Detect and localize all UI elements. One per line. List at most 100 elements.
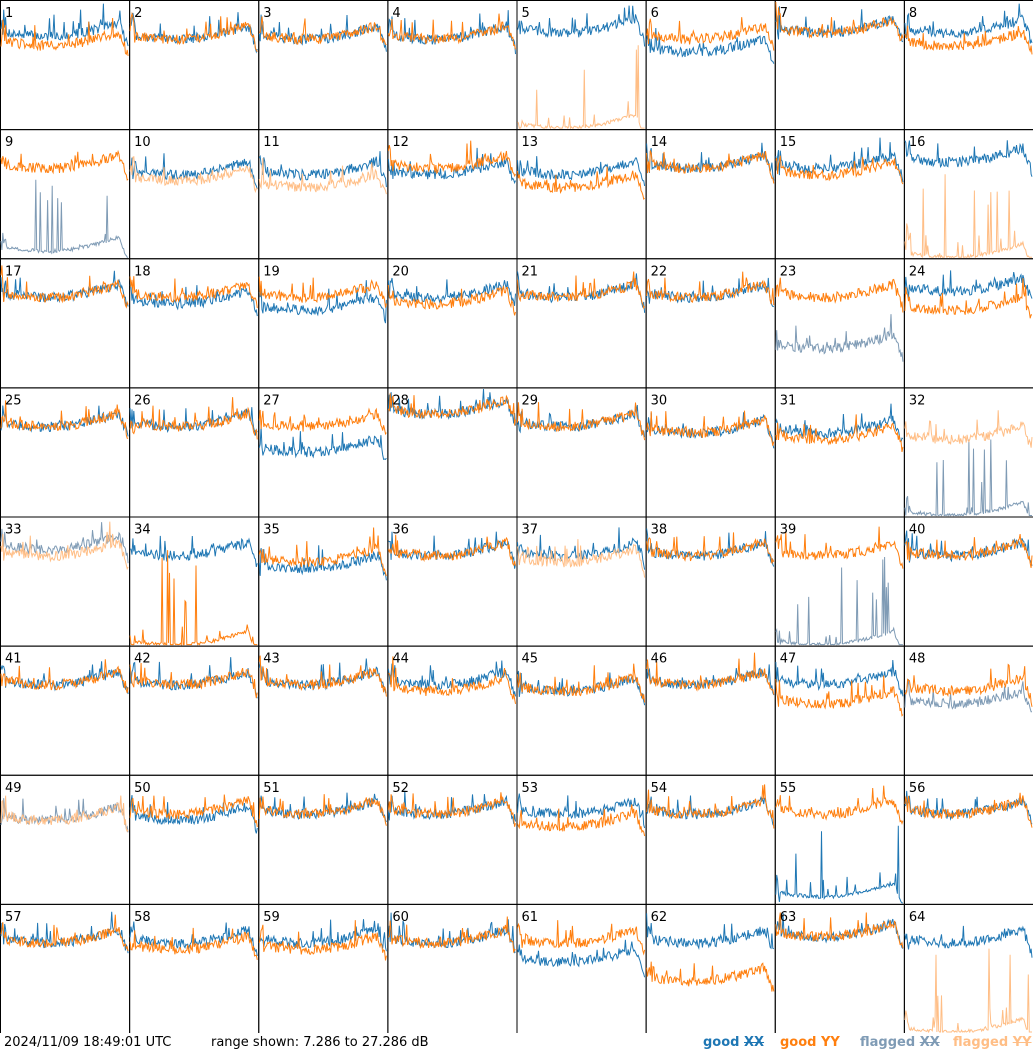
panel-label: 29	[522, 393, 539, 408]
panel-27: 27	[258, 387, 389, 518]
panel-label: 32	[909, 393, 926, 408]
series-yy-good	[646, 271, 775, 306]
legend-prefix: good	[703, 1035, 740, 1050]
series-yy-good	[387, 284, 516, 316]
panel-50: 50	[129, 774, 260, 905]
panel-8: 8	[903, 0, 1033, 131]
panel-49: 49	[0, 774, 131, 905]
panel-label: 37	[522, 523, 539, 538]
panel-label: 60	[392, 910, 409, 925]
series-xx-flagged	[775, 556, 903, 646]
series-xx-good	[258, 280, 387, 324]
series-xx-good	[129, 284, 258, 317]
series-yy-good	[775, 155, 904, 185]
series-yy-good	[775, 414, 904, 452]
panel-6: 6	[645, 0, 776, 131]
panel-61: 61	[516, 903, 647, 1033]
panel-5: 5	[516, 0, 647, 131]
series-yy-flagged	[517, 539, 646, 578]
panel-label: 19	[263, 264, 280, 279]
series-yy-good	[904, 25, 1033, 55]
panel-frame	[0, 0, 131, 131]
panel-label: 8	[909, 6, 917, 21]
series-xx-good	[387, 147, 516, 185]
panel-48: 48	[903, 645, 1033, 776]
panel-19: 19	[258, 258, 389, 389]
series-yy-good	[517, 920, 646, 956]
series-yy-good	[129, 794, 258, 828]
panel-37: 37	[516, 516, 647, 647]
series-yy-good	[517, 804, 646, 837]
panel-label: 42	[134, 652, 151, 667]
legend-good-yy: good YY	[780, 1033, 840, 1053]
panel-label: 45	[522, 652, 539, 667]
legend-flagged-xx: flagged XX	[860, 1033, 940, 1053]
legend-prefix: flagged	[860, 1035, 916, 1050]
series-xx-flagged	[904, 439, 1032, 517]
series-xx-flagged	[0, 179, 129, 258]
panel-11: 11	[258, 129, 389, 260]
series-yy-good	[258, 794, 387, 826]
series-xx-good	[517, 404, 646, 438]
panel-label: 56	[909, 781, 926, 796]
panel-frame	[258, 0, 389, 131]
panel-63: 63	[774, 903, 905, 1033]
series-xx-good	[387, 277, 516, 306]
panel-29: 29	[516, 387, 647, 518]
series-yy-good	[258, 407, 387, 436]
series-yy-good	[129, 662, 258, 699]
series-xx-good	[517, 5, 646, 47]
series-yy-good	[0, 149, 129, 181]
panel-26: 26	[129, 387, 260, 518]
panel-31: 31	[774, 387, 905, 518]
panel-41: 41	[0, 645, 131, 776]
series-yy-flagged	[129, 156, 258, 193]
panel-34: 34	[129, 516, 260, 647]
panel-label: 33	[5, 523, 22, 538]
panel-label: 26	[134, 393, 151, 408]
panel-30: 30	[645, 387, 776, 518]
panel-54: 54	[645, 774, 776, 905]
panel-label: 46	[651, 652, 668, 667]
series-xx-good	[258, 426, 387, 461]
panel-label: 54	[651, 781, 668, 796]
panel-label: 18	[134, 264, 151, 279]
panel-32: 32	[903, 387, 1033, 518]
series-yy-good	[904, 278, 1033, 319]
series-yy-good	[129, 11, 258, 53]
panel-23: 23	[774, 258, 905, 389]
panel-label: 43	[263, 652, 280, 667]
series-yy-flagged	[904, 174, 1032, 259]
panel-label: 22	[651, 264, 668, 279]
series-yy-good	[387, 140, 516, 178]
legend-pol: YY	[821, 1035, 840, 1050]
panel-28: 28	[387, 387, 518, 518]
series-xx-good	[258, 658, 387, 694]
series-yy-good	[258, 527, 387, 577]
panel-label: 6	[651, 6, 659, 21]
panel-label: 38	[651, 523, 668, 538]
timestamp: 2024/11/09 18:49:01 UTC	[4, 1035, 172, 1050]
panel-label: 52	[392, 781, 409, 796]
series-xx-good	[775, 403, 904, 444]
panel-label: 27	[263, 393, 280, 408]
series-xx-good	[646, 27, 775, 64]
panel-57: 57	[0, 903, 131, 1033]
series-xx-good	[129, 407, 258, 436]
series-yy-good	[775, 277, 904, 313]
panel-59: 59	[258, 903, 389, 1033]
panel-label: 10	[134, 135, 151, 150]
series-yy-good	[387, 534, 516, 567]
series-yy-good	[646, 150, 775, 184]
series-yy-good	[775, 785, 904, 825]
panel-label: 64	[909, 910, 926, 925]
panel-label: 17	[5, 264, 22, 279]
panel-label: 63	[780, 910, 797, 925]
panel-13: 13	[516, 129, 647, 260]
series-xx-good	[129, 535, 258, 568]
panel-label: 24	[909, 264, 926, 279]
panel-label: 15	[780, 135, 797, 150]
panel-label: 50	[134, 781, 151, 796]
panel-label: 16	[909, 135, 926, 150]
series-xx-good	[775, 6, 904, 43]
